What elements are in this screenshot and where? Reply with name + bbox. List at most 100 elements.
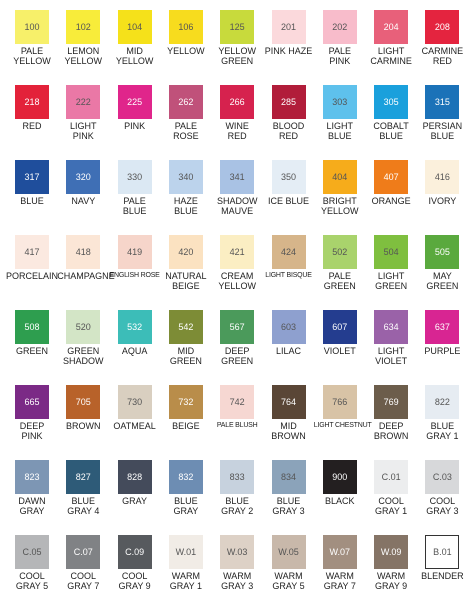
name-line: GRAY 9 [118, 581, 151, 591]
color-swatch: 742 [220, 385, 255, 419]
swatch-name: LIGHT VIOLET [365, 346, 417, 366]
name-line: WARM [377, 571, 406, 581]
color-swatch: 833 [220, 460, 255, 494]
name-line: DEEP [378, 421, 404, 431]
swatch-name: PALE BLUE [109, 196, 161, 216]
swatch-name: MID GREEN [160, 346, 212, 366]
name-line: LEMON [67, 46, 100, 56]
name-line: GRAY 5 [272, 581, 305, 591]
swatch-name: WARM GRAY 5 [263, 571, 315, 591]
color-swatch: 201 [271, 10, 306, 44]
name-line: RED [227, 131, 247, 141]
name-line: YELLOW [64, 56, 103, 66]
name-line: PINK [124, 121, 146, 131]
swatch-name: LIGHT BLUE [314, 121, 366, 141]
name-line: GREEN [426, 281, 459, 291]
color-swatch: 520 [66, 310, 101, 344]
swatch-name: PALE YELLOW [6, 46, 58, 66]
name-line: CREAM [220, 271, 254, 281]
name-line: BLUE [430, 421, 455, 431]
color-swatch: 106 [168, 10, 203, 44]
color-swatch: W.03 [220, 535, 255, 569]
swatch-name: DAWN GRAY [6, 496, 58, 516]
swatch-name: BLOOD RED [263, 121, 315, 141]
name-line: GREEN [323, 281, 356, 291]
name-line: BLUE [71, 496, 96, 506]
name-line: SHADOW [63, 356, 104, 366]
name-line: MID [126, 46, 143, 56]
name-line: YELLOW [115, 56, 154, 66]
name-line: COBALT [373, 121, 409, 131]
color-swatch: 125 [220, 10, 255, 44]
name-line: YELLOW [218, 281, 256, 291]
color-swatch: 424 [271, 235, 306, 269]
swatch-name: BLENDER [416, 571, 465, 581]
swatch-name: BLUE [6, 196, 58, 206]
name-line: BLUE [379, 131, 403, 141]
name-line: YELLOW [13, 56, 51, 66]
name-line: PALE [20, 46, 44, 56]
name-line: BLUE [174, 206, 198, 216]
name-line: YELLOW [218, 46, 256, 56]
name-line: BLUE [276, 496, 301, 506]
name-line: MAUVE [221, 206, 254, 216]
name-line: VIOLET [375, 356, 408, 366]
name-line: MAY [432, 271, 452, 281]
name-line: GRAY 1 [426, 431, 459, 441]
color-swatch: 505 [425, 235, 460, 269]
color-swatch: 705 [66, 385, 101, 419]
color-swatch: W.07 [322, 535, 357, 569]
name-line: MID [280, 421, 297, 431]
color-swatch: 202 [322, 10, 357, 44]
color-swatch: 828 [117, 460, 152, 494]
color-swatch: 341 [220, 160, 255, 194]
name-line: BLUE [328, 131, 352, 141]
color-swatch: 315 [425, 85, 460, 119]
color-swatch: W.09 [374, 535, 409, 569]
name-line: GRAY [19, 506, 45, 516]
color-swatch: 567 [220, 310, 255, 344]
name-line: PINK [72, 131, 94, 141]
color-swatch: 822 [425, 385, 460, 419]
name-line: BROWN [373, 431, 409, 441]
name-line: RED [432, 56, 452, 66]
name-line: IVORY [428, 196, 457, 206]
name-line: VIOLET [323, 346, 356, 356]
name-line: COOL [378, 496, 404, 506]
swatch-name: CREAM YELLOW [211, 271, 263, 291]
name-line: GRAY 2 [221, 506, 254, 516]
color-swatch: 330 [117, 160, 152, 194]
name-line: HAZE [173, 196, 198, 206]
name-line: WARM [171, 571, 200, 581]
swatch-name: GREEN SHADOW [57, 346, 109, 366]
name-line: SHADOW [216, 196, 258, 206]
color-swatch: 504 [374, 235, 409, 269]
swatch-name: BLUE GRAY [160, 496, 212, 516]
name-line: LIGHT [70, 121, 97, 131]
name-line: GREEN [221, 356, 254, 366]
swatch-name: YELLOW GREEN [211, 46, 263, 66]
color-swatch: 420 [168, 235, 203, 269]
color-swatch: W.05 [271, 535, 306, 569]
color-swatch: 417 [15, 235, 49, 269]
name-line: BLUE [430, 131, 455, 141]
color-swatch: 730 [117, 385, 152, 419]
swatch-name: GRAY [109, 496, 161, 506]
color-swatch: 204 [374, 10, 409, 44]
swatch-name: PINK [109, 121, 161, 131]
color-swatch: 634 [374, 310, 409, 344]
name-line: LIGHT [377, 46, 405, 56]
color-swatch: 769 [374, 385, 409, 419]
color-swatch: 637 [425, 310, 460, 344]
color-swatch: 100 [15, 10, 49, 44]
color-swatch: 404 [322, 160, 357, 194]
swatch-name: DEEP GREEN [211, 346, 263, 366]
swatch-name: BLACK [314, 496, 366, 506]
name-line: GREEN [169, 356, 202, 366]
name-line: DEEP [19, 421, 45, 431]
name-line: WINE [225, 121, 249, 131]
name-line: COOL [19, 571, 45, 581]
name-line: WARM [223, 571, 252, 581]
swatch-name: PALE GREEN [314, 271, 366, 291]
color-swatch: 900 [322, 460, 357, 494]
